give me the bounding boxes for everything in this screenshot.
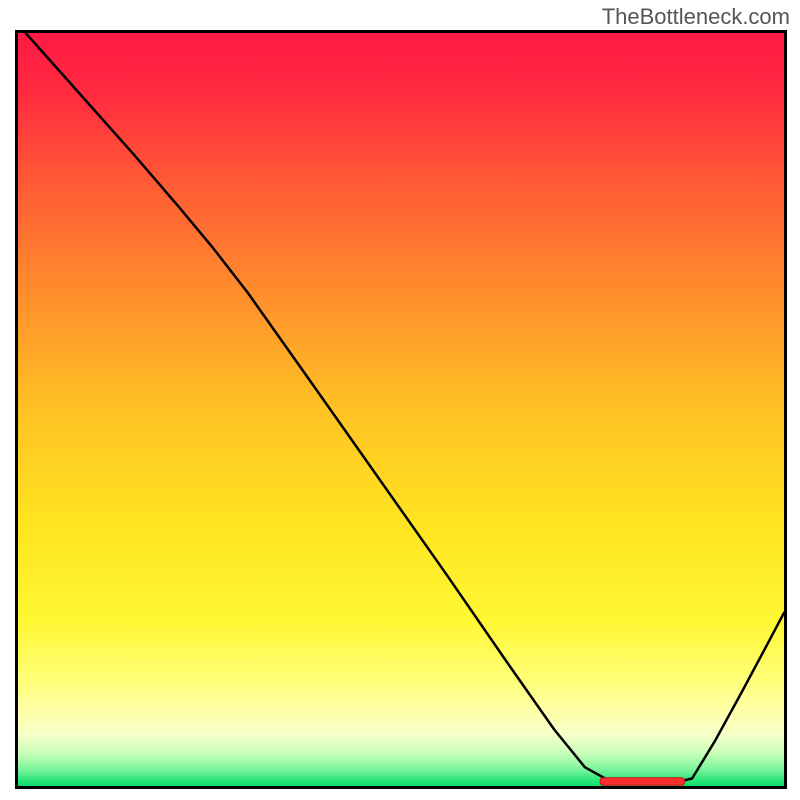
optimal-range-marker xyxy=(600,778,684,786)
attribution-text: TheBottleneck.com xyxy=(602,4,790,30)
gradient-background xyxy=(17,32,786,788)
gradient-line-chart xyxy=(0,0,800,800)
chart-container: TheBottleneck.com xyxy=(0,0,800,800)
